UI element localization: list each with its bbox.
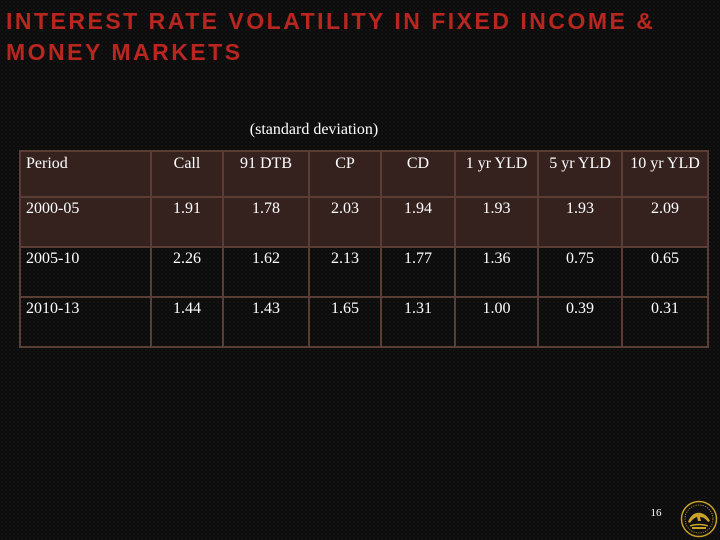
value-cell: 2.26 <box>150 246 224 298</box>
value-cell: 1.93 <box>537 196 623 248</box>
header-cell: CD <box>380 150 456 198</box>
value-cell: 0.65 <box>621 246 709 298</box>
value-cell: 1.78 <box>222 196 310 248</box>
table-header-row: Period Call 91 DTB CP CD 1 yr YLD 5 yr Y… <box>19 150 709 198</box>
value-cell: 0.75 <box>537 246 623 298</box>
value-cell: 1.62 <box>222 246 310 298</box>
period-cell: 2010-13 <box>19 296 152 348</box>
value-cell: 0.39 <box>537 296 623 348</box>
value-cell: 1.36 <box>454 246 539 298</box>
value-cell: 2.09 <box>621 196 709 248</box>
table-subtitle: (standard deviation) <box>249 121 379 138</box>
header-cell: Call <box>150 150 224 198</box>
header-cell: 5 yr YLD <box>537 150 623 198</box>
value-cell: 2.13 <box>308 246 382 298</box>
value-cell: 1.00 <box>454 296 539 348</box>
header-cell: 91 DTB <box>222 150 310 198</box>
value-cell: 1.91 <box>150 196 224 248</box>
table-row: 2010-13 1.44 1.43 1.65 1.31 1.00 0.39 0.… <box>19 296 709 348</box>
volatility-table: Period Call 91 DTB CP CD 1 yr YLD 5 yr Y… <box>19 150 709 348</box>
header-cell: 10 yr YLD <box>621 150 709 198</box>
value-cell: 1.31 <box>380 296 456 348</box>
table-row: 2005-10 2.26 1.62 2.13 1.77 1.36 0.75 0.… <box>19 246 709 298</box>
value-cell: 1.77 <box>380 246 456 298</box>
header-cell: CP <box>308 150 382 198</box>
value-cell: 1.44 <box>150 296 224 348</box>
page-number: 16 <box>650 507 662 519</box>
value-cell: 2.03 <box>308 196 382 248</box>
period-cell: 2000-05 <box>19 196 152 248</box>
value-cell: 0.31 <box>621 296 709 348</box>
value-cell: 1.43 <box>222 296 310 348</box>
header-cell: Period <box>19 150 152 198</box>
value-cell: 1.94 <box>380 196 456 248</box>
value-cell: 1.93 <box>454 196 539 248</box>
value-cell: 1.65 <box>308 296 382 348</box>
period-cell: 2005-10 <box>19 246 152 298</box>
slide-title: INTEREST RATE VOLATILITY IN FIXED INCOME… <box>6 8 656 65</box>
emblem-seal-icon <box>680 500 718 538</box>
header-cell: 1 yr YLD <box>454 150 539 198</box>
table-row: 2000-05 1.91 1.78 2.03 1.94 1.93 1.93 2.… <box>19 196 709 248</box>
